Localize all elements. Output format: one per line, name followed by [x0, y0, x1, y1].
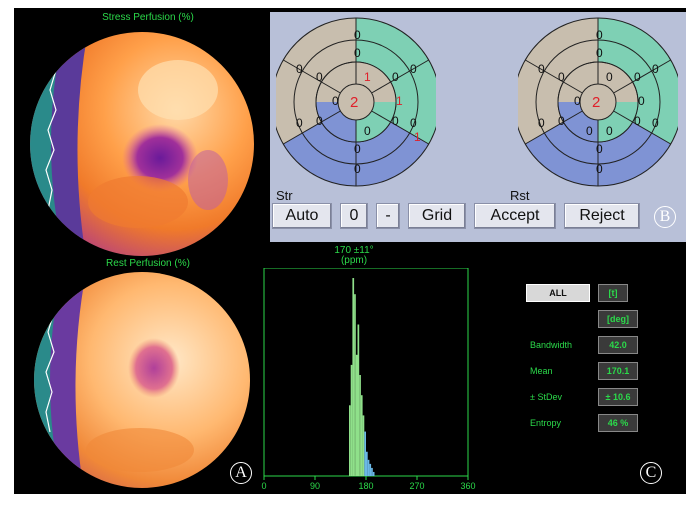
str-seg-mid-d: 0: [364, 124, 371, 138]
rst-seg-o3: 0: [652, 116, 659, 130]
x-tick-label: 270: [409, 481, 424, 490]
str-seg-o3: 0: [410, 116, 417, 130]
grid-button[interactable]: Grid: [408, 203, 466, 229]
rst-seg-o2: 0: [652, 62, 659, 76]
histogram-bar: [357, 324, 360, 476]
auto-button[interactable]: Auto: [272, 203, 332, 229]
histogram-bar: [364, 431, 366, 476]
x-tick-label: 180: [358, 481, 373, 490]
stress-perfusion-title: Stress Perfusion (%): [102, 12, 194, 23]
rst-seg-i5: 0: [558, 114, 565, 128]
rst-seg-mid-a: 0: [606, 70, 613, 84]
display-frame: Stress Perfusion (%): [14, 8, 686, 494]
histogram-bar: [372, 471, 375, 476]
histogram-bar: [369, 463, 372, 476]
histogram-bar: [359, 375, 361, 476]
deg-button[interactable]: [deg]: [598, 310, 638, 328]
str-apex: 2: [350, 94, 359, 111]
panel-b-marker: B: [654, 206, 676, 228]
histogram-bars: [349, 278, 375, 476]
str-seg-i5: 0: [316, 114, 323, 128]
histogram-title-line2: (ppm): [340, 255, 368, 266]
minus-button[interactable]: -: [376, 203, 400, 229]
stdev-value: ± 10.6: [598, 388, 638, 406]
str-seg-mid-e: 0: [332, 94, 339, 108]
histogram-title-line1: 170 ±11°: [334, 245, 374, 256]
entropy-label: Entropy: [530, 418, 562, 428]
histogram-bar: [355, 354, 358, 476]
str-seg-mid-b: 1: [396, 94, 403, 108]
str-seg-i1: 0: [354, 46, 361, 60]
reject-button[interactable]: Reject: [564, 203, 640, 229]
histogram-bar: [354, 294, 356, 476]
rst-seg-o1: 0: [596, 28, 603, 42]
histogram-bar: [352, 278, 355, 476]
str-seg-i3: 0: [392, 114, 399, 128]
x-tick-label: 90: [310, 481, 320, 490]
histogram-bar: [362, 415, 365, 476]
stress-polar-map: [30, 32, 254, 256]
str-label: Str: [276, 188, 293, 203]
rest-perfusion-title: Rest Perfusion (%): [106, 258, 190, 269]
histogram-bar: [366, 451, 368, 476]
x-tick-label: 360: [460, 481, 475, 490]
mean-label: Mean: [530, 366, 553, 376]
rst-seg-mid-e: 0: [586, 124, 593, 138]
histogram-bar: [367, 459, 370, 476]
str-seg-i2: 0: [392, 70, 399, 84]
zero-button[interactable]: 0: [340, 203, 368, 229]
histogram-bar: [360, 395, 363, 476]
str-seg-mid-c: 1: [414, 130, 421, 144]
stress-bullseye: [276, 17, 436, 187]
rst-seg-i3: 0: [634, 114, 641, 128]
str-seg-o5: 0: [296, 116, 303, 130]
entropy-value: 46 %: [598, 414, 638, 432]
histogram-x-ticks: 0 90 180 270 360: [261, 476, 476, 490]
str-seg-o2: 0: [410, 62, 417, 76]
rst-label: Rst: [510, 188, 530, 203]
rst-apex: 2: [592, 94, 601, 111]
histogram-bar: [371, 467, 373, 476]
histogram-title: 170 ±11° (ppm): [314, 246, 394, 266]
accept-button[interactable]: Accept: [474, 203, 556, 229]
rst-seg-i2: 0: [634, 70, 641, 84]
unit-button[interactable]: [t]: [598, 284, 628, 302]
phase-histogram: 0 90 180 270 360: [261, 268, 476, 490]
bandwidth-value: 42.0: [598, 336, 638, 354]
panel-c-marker: C: [640, 462, 662, 484]
rst-seg-i1: 0: [596, 46, 603, 60]
rst-seg-o5: 0: [538, 116, 545, 130]
histogram-bar: [349, 405, 351, 476]
rest-bullseye: [518, 17, 678, 187]
str-seg-i4: 0: [354, 142, 361, 156]
rst-seg-o6: 0: [538, 62, 545, 76]
all-button[interactable]: ALL: [526, 284, 590, 302]
histogram-bar: [350, 364, 353, 476]
str-seg-o4: 0: [354, 162, 361, 176]
str-seg-i6: 0: [316, 70, 323, 84]
rst-seg-mid-b: 0: [638, 94, 645, 108]
bandwidth-label: Bandwidth: [530, 340, 573, 350]
mean-value: 170.1: [598, 362, 638, 380]
rest-polar-map: [34, 272, 250, 488]
stdev-label: ± StDev: [530, 392, 562, 402]
str-seg-o6: 0: [296, 62, 303, 76]
rst-seg-o4: 0: [596, 162, 603, 176]
rst-seg-mid-d: 0: [574, 94, 581, 108]
rst-seg-mid-c: 0: [606, 124, 613, 138]
rst-seg-i4: 0: [596, 142, 603, 156]
str-seg-o1: 0: [354, 28, 361, 42]
str-seg-mid-a: 1: [364, 70, 371, 84]
bullseye-panel: 0 0 0 0 0 0 0 0 0 0 0 0 1 1 1 0 0 2 Str: [270, 12, 686, 242]
panel-a-marker: A: [230, 462, 252, 484]
rst-seg-i6: 0: [558, 70, 565, 84]
x-tick-label: 0: [261, 481, 266, 490]
